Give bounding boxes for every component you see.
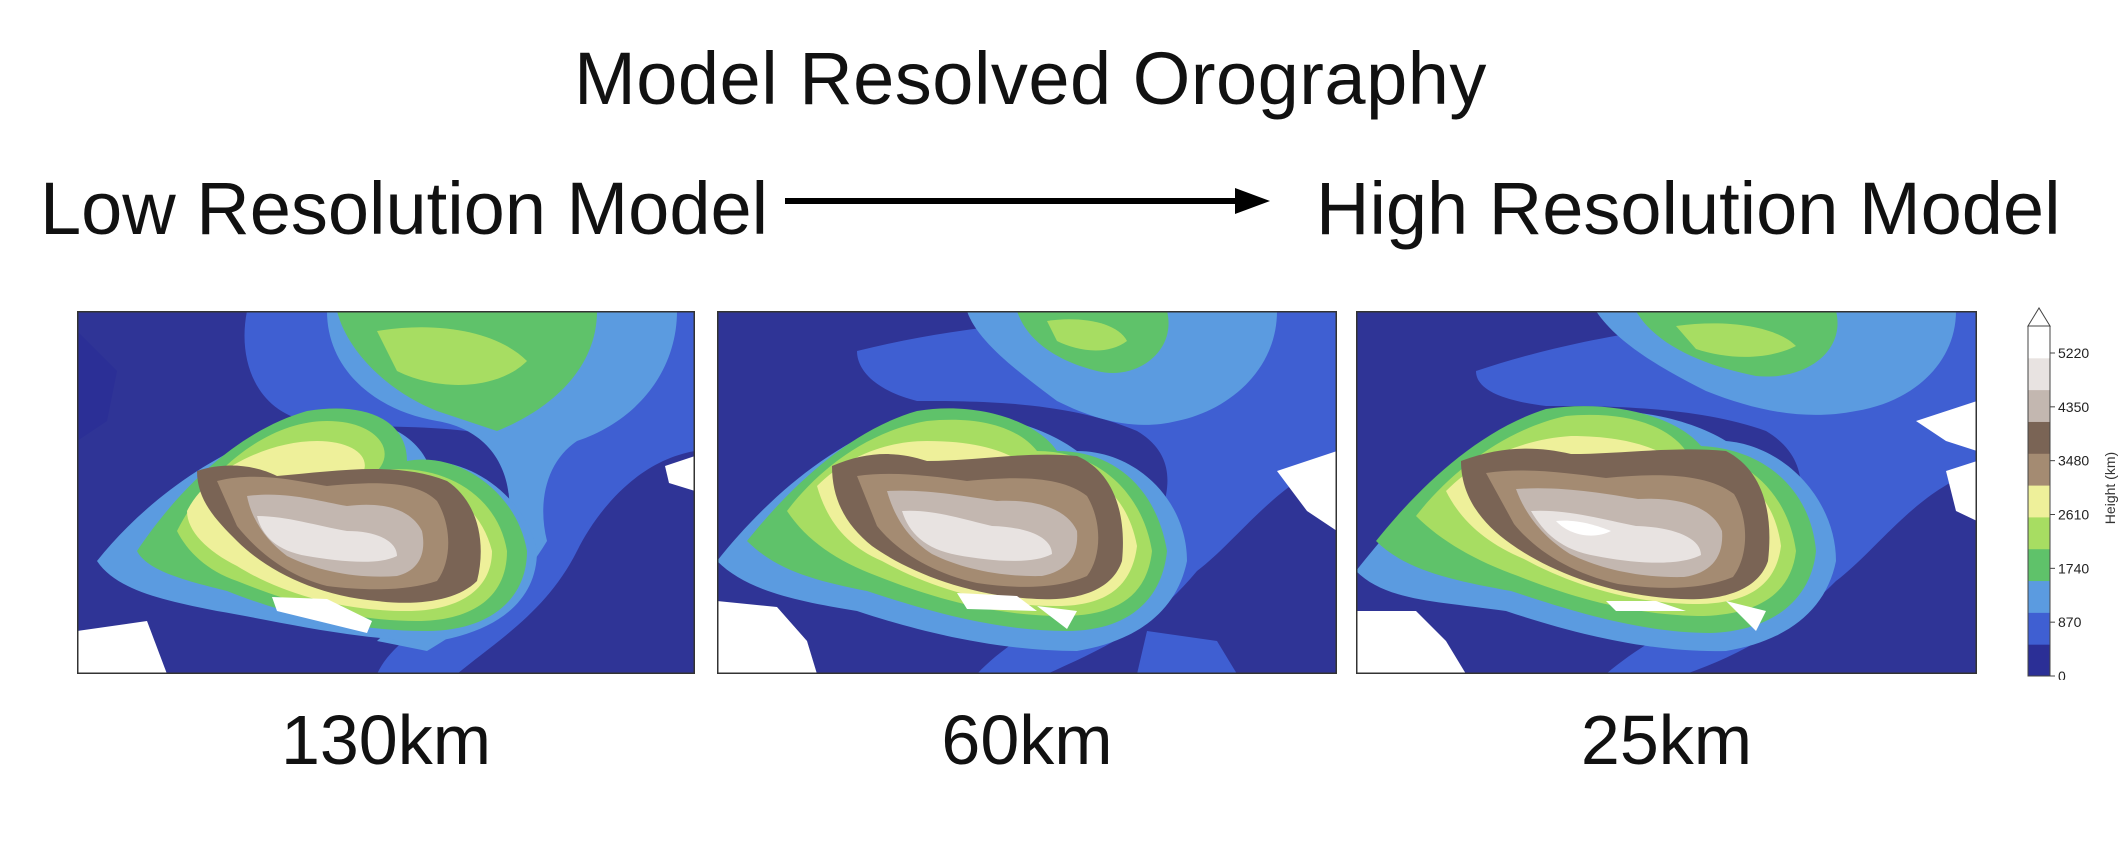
- colorbar-segment: [2028, 389, 2050, 422]
- colorbar-frame: [2027, 325, 2051, 677]
- map-panel-130km: [77, 311, 695, 674]
- colorbar-tick-label: 2610: [2058, 507, 2089, 523]
- colorbar-segment: [2028, 326, 2050, 359]
- colorbar-tick-label: 1740: [2058, 560, 2089, 576]
- colorbar-tick-label: 870: [2058, 614, 2082, 630]
- colorbar-label: Height (km): [2102, 452, 2118, 524]
- resolution-label-60km: 60km: [941, 701, 1113, 779]
- page-title: Model Resolved Orography: [574, 37, 1487, 120]
- colorbar-segment: [2028, 612, 2050, 645]
- colorbar-segment: [2028, 580, 2050, 613]
- colorbar: 5220 4350 3480 2610 1740 870 0 Height (km): [2025, 300, 2121, 684]
- colorbar-tick-label: 4350: [2058, 399, 2089, 415]
- colorbar-segments: [2028, 326, 2050, 677]
- high-resolution-label: High Resolution Model: [1316, 167, 2061, 250]
- resolution-label-25km: 25km: [1580, 701, 1753, 779]
- colorbar-tick-label: 5220: [2058, 345, 2089, 361]
- colorbar-segment: [2028, 421, 2050, 454]
- colorbar-segment: [2028, 453, 2050, 486]
- map-panel-25km: [1356, 311, 1977, 674]
- colorbar-extend-arrow: [2027, 307, 2051, 327]
- colorbar-segment: [2028, 548, 2050, 582]
- colorbar-segment: [2028, 485, 2050, 518]
- colorbar-segment: [2028, 357, 2050, 391]
- map-panel-60km: [717, 311, 1337, 674]
- low-resolution-label: Low Resolution Model: [40, 167, 769, 250]
- colorbar-segment: [2028, 644, 2050, 677]
- colorbar-tick-label: 3480: [2058, 453, 2089, 469]
- arrow-right-icon: [785, 188, 1270, 214]
- colorbar-tick-label: 0: [2058, 668, 2066, 680]
- colorbar-segment: [2028, 516, 2050, 550]
- resolution-label-130km: 130km: [280, 701, 492, 779]
